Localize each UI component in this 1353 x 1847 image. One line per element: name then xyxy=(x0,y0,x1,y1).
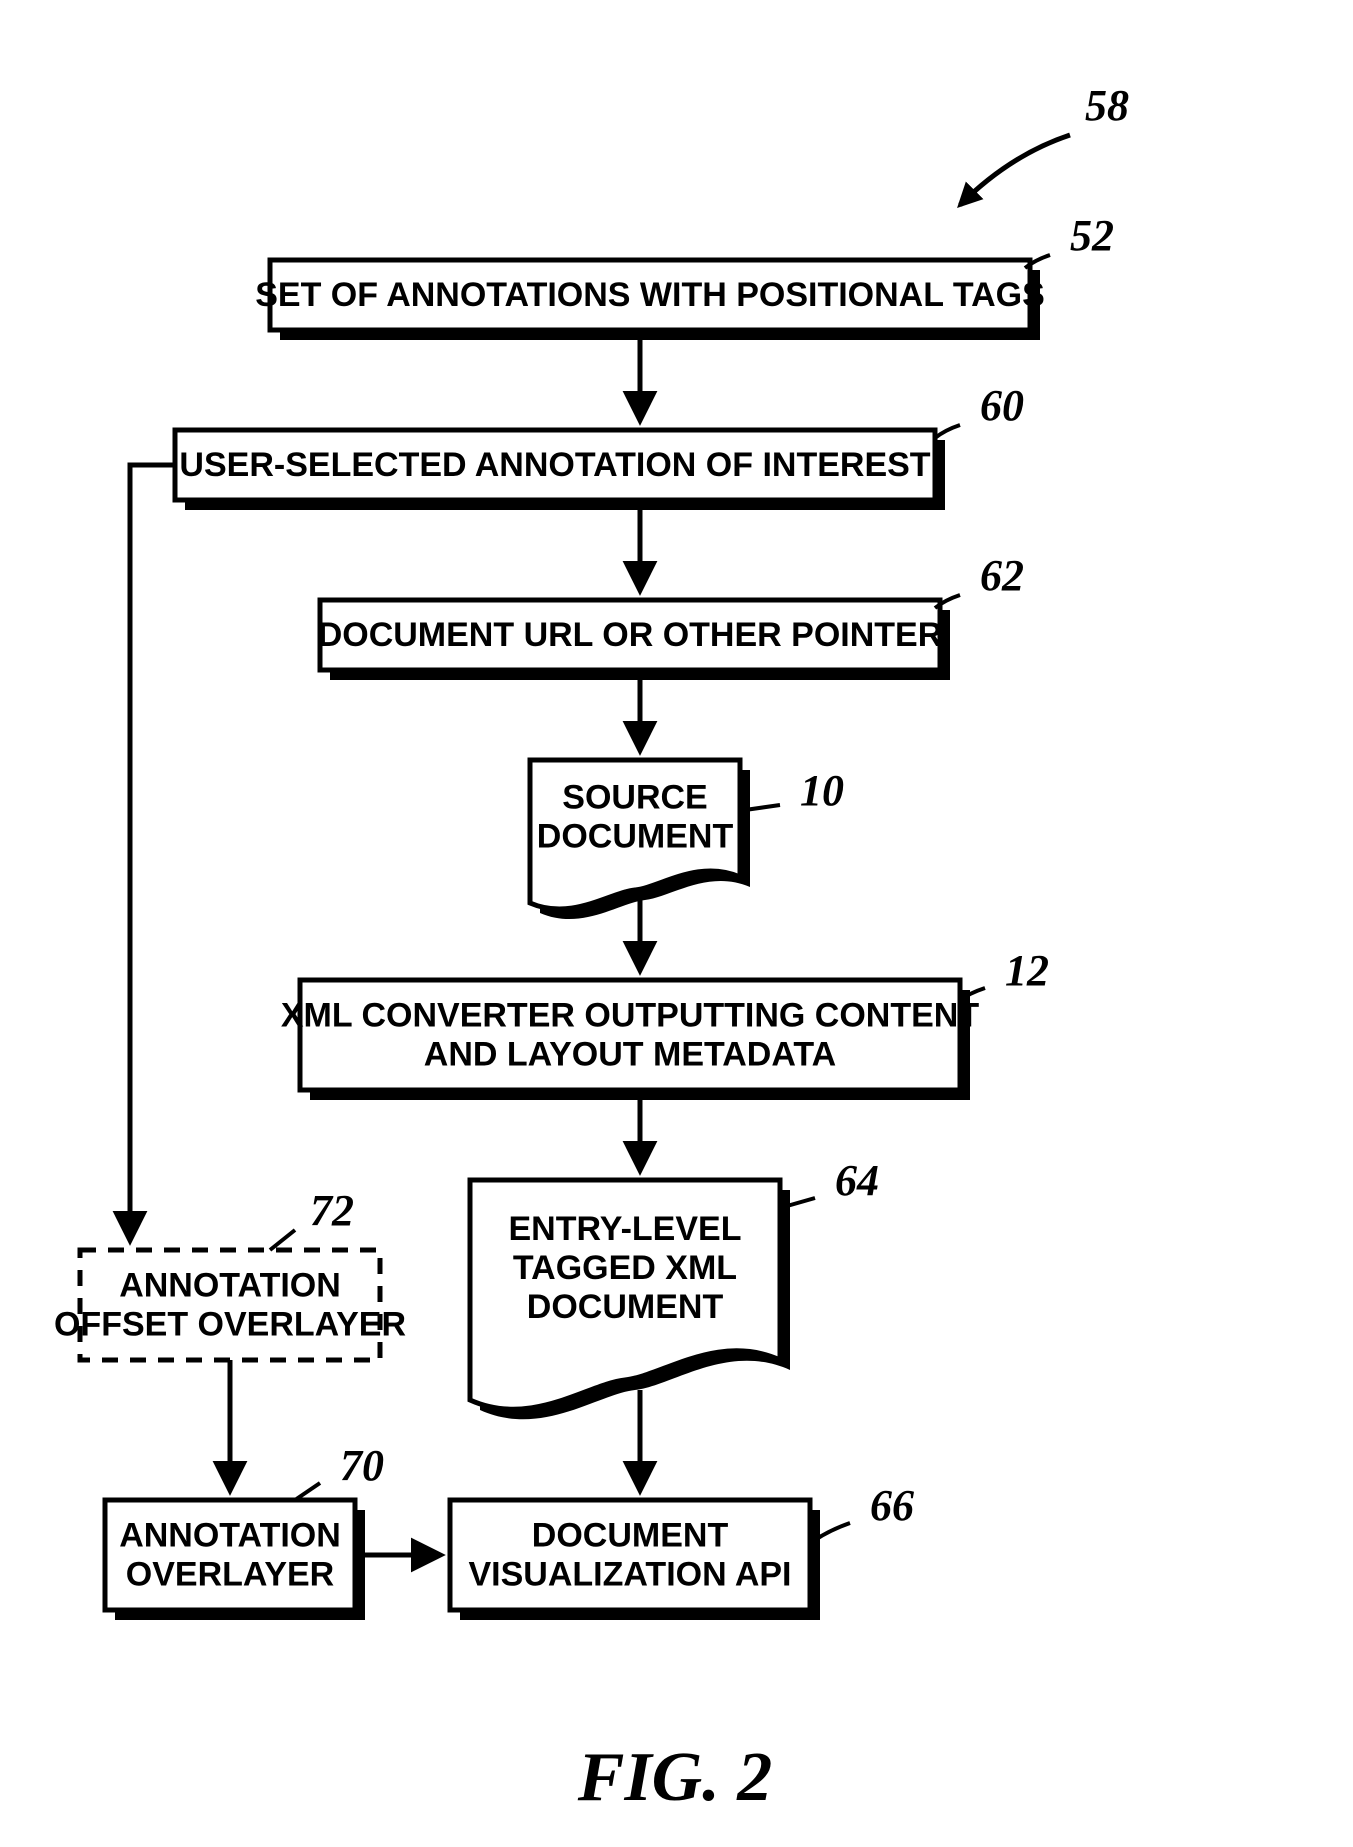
node-label: DOCUMENT URL OR OTHER POINTER xyxy=(318,616,943,654)
node-n64: ENTRY-LEVELTAGGED XMLDOCUMENT 64 xyxy=(470,1156,879,1419)
figure-ref-arrow xyxy=(960,135,1070,205)
node-label: DOCUMENT xyxy=(527,1288,724,1326)
ref-leader xyxy=(295,1483,320,1500)
ref-leader xyxy=(270,1230,295,1250)
ref-leader xyxy=(815,1523,850,1540)
node-label: SOURCE xyxy=(562,779,707,817)
node-n52: SET OF ANNOTATIONS WITH POSITIONAL TAGS 5… xyxy=(255,211,1114,340)
node-n66: DOCUMENTVISUALIZATION API 66 xyxy=(450,1481,914,1620)
ref-leader xyxy=(745,805,780,810)
node-label: AND LAYOUT METADATA xyxy=(424,1036,836,1074)
node-n72: ANNOTATIONOFFSET OVERLAYER 72 xyxy=(54,1186,406,1360)
node-n62: DOCUMENT URL OR OTHER POINTER 62 xyxy=(318,551,1024,680)
ref-label: 64 xyxy=(835,1156,879,1205)
ref-label: 62 xyxy=(980,551,1024,600)
edge-n60-n72 xyxy=(130,465,175,1240)
node-n10: SOURCEDOCUMENT 10 xyxy=(530,760,844,919)
node-label: VISUALIZATION API xyxy=(469,1556,792,1594)
node-label: USER-SELECTED ANNOTATION OF INTEREST xyxy=(179,446,930,484)
ref-label: 52 xyxy=(1070,211,1114,260)
ref-leader xyxy=(935,425,960,438)
node-label: SET OF ANNOTATIONS WITH POSITIONAL TAGS xyxy=(255,276,1045,314)
node-label: OVERLAYER xyxy=(126,1556,334,1594)
node-label: ANNOTATION xyxy=(119,1266,341,1304)
ref-label: 60 xyxy=(980,381,1024,430)
node-label: DOCUMENT xyxy=(537,818,734,856)
ref-label: 12 xyxy=(1005,946,1049,995)
ref-label: 70 xyxy=(340,1441,384,1490)
node-label: ENTRY-LEVEL xyxy=(509,1210,742,1248)
figure-caption: FIG. 2 xyxy=(577,1739,772,1816)
ref-label: 72 xyxy=(310,1186,354,1235)
ref-label: 10 xyxy=(800,766,844,815)
node-label: DOCUMENT xyxy=(532,1516,729,1554)
node-label: TAGGED XML xyxy=(513,1249,737,1287)
node-label: OFFSET OVERLAYER xyxy=(54,1306,406,1344)
node-label: XML CONVERTER OUTPUTTING CONTENT xyxy=(281,996,979,1034)
ref-label: 66 xyxy=(870,1481,914,1530)
node-label: ANNOTATION xyxy=(119,1516,341,1554)
node-n70: ANNOTATIONOVERLAYER 70 xyxy=(105,1441,384,1620)
node-n60: USER-SELECTED ANNOTATION OF INTEREST 60 xyxy=(175,381,1024,510)
node-n12: XML CONVERTER OUTPUTTING CONTENTAND LAYO… xyxy=(281,946,1049,1100)
figure-ref-label: 58 xyxy=(1085,81,1129,130)
